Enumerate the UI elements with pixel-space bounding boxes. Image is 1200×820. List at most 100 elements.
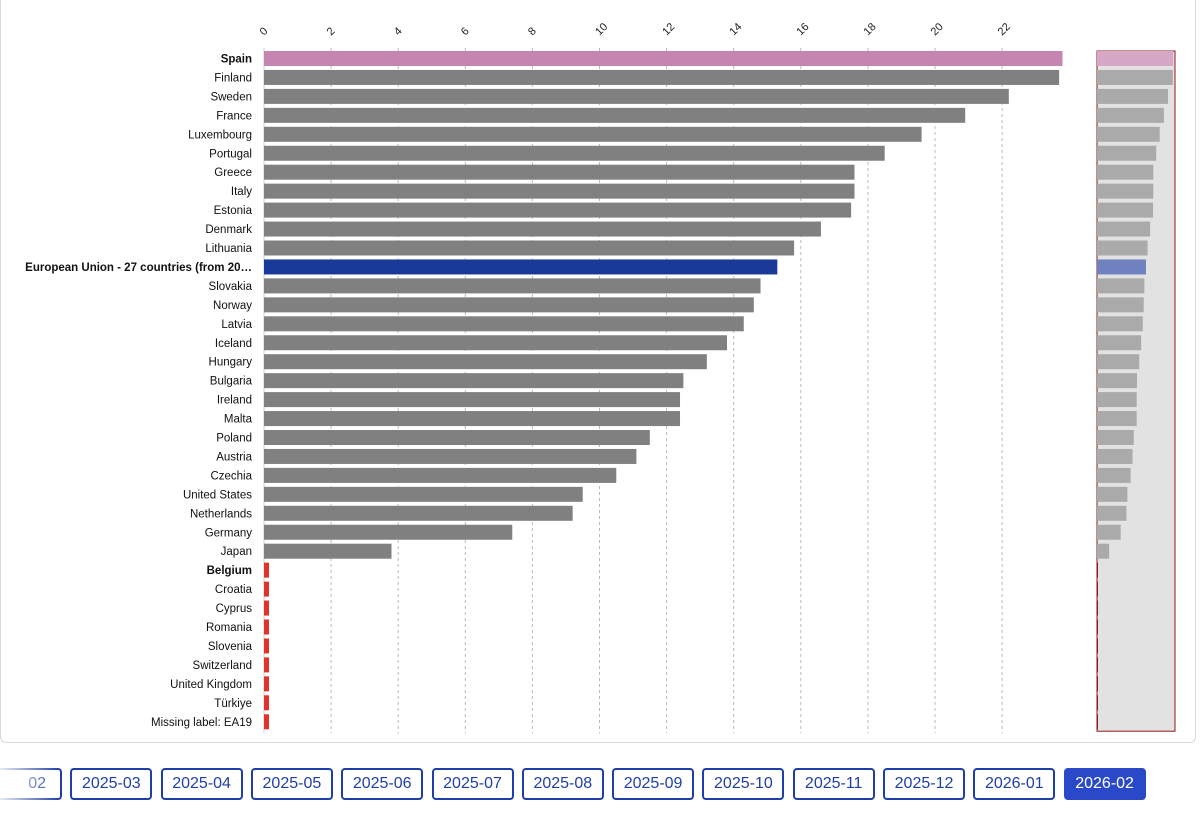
category-label: Malta <box>224 414 253 426</box>
bar[interactable] <box>264 297 754 313</box>
bar[interactable] <box>264 278 761 294</box>
period-button[interactable]: 2026-01 <box>973 768 1056 800</box>
minimap-bar <box>1097 164 1154 180</box>
minimap-bar <box>1097 354 1140 370</box>
bar[interactable] <box>264 430 650 445</box>
x-tick-label: 16 <box>794 21 811 38</box>
period-button[interactable]: 2026-02 <box>1063 768 1146 800</box>
chart-panel: 0 2 4 6 8 10 12 14 16 18 20 22 Spain Finland Sweden Fr… <box>0 0 1196 743</box>
bar[interactable] <box>264 316 744 332</box>
minimap-bar <box>1097 543 1110 559</box>
period-button[interactable]: 2025-09 <box>612 768 695 800</box>
bar[interactable] <box>264 69 1060 85</box>
minimap-bar <box>1097 486 1128 502</box>
bar[interactable] <box>264 354 707 370</box>
minimap-bar <box>1097 638 1098 654</box>
category-label: European Union - 27 countries (from 20… <box>25 262 252 274</box>
x-tick-label: 8 <box>526 25 539 38</box>
bar[interactable] <box>264 335 727 351</box>
bar[interactable] <box>264 392 681 408</box>
missing-value-bar[interactable] <box>264 581 269 597</box>
minimap-bar <box>1097 183 1154 199</box>
category-label: Cyprus <box>216 603 253 615</box>
bar[interactable] <box>264 221 821 237</box>
bar[interactable] <box>264 448 637 464</box>
minimap-bar <box>1097 69 1173 85</box>
bar[interactable] <box>264 524 513 540</box>
period-button[interactable]: 2025-12 <box>883 768 965 800</box>
category-label: Greece <box>214 167 252 179</box>
minimap-bar <box>1097 202 1153 218</box>
period-button[interactable]: 2025-07 <box>431 768 514 800</box>
missing-value-bar[interactable] <box>264 562 269 578</box>
period-button[interactable]: 2025-06 <box>341 768 424 800</box>
bar[interactable] <box>264 164 855 180</box>
bar[interactable] <box>264 202 852 218</box>
minimap-bar <box>1097 392 1137 408</box>
category-label: Czechia <box>210 470 252 482</box>
bar[interactable] <box>264 411 681 427</box>
bar[interactable] <box>264 51 1063 66</box>
category-label: Bulgaria <box>210 376 253 388</box>
category-label: Italy <box>231 186 252 198</box>
bar[interactable] <box>264 107 966 123</box>
bar[interactable] <box>264 486 583 502</box>
x-tick-label: 18 <box>862 21 879 38</box>
category-label: Slovakia <box>209 281 253 293</box>
missing-value-bar[interactable] <box>264 714 269 730</box>
minimap-bar <box>1097 657 1098 673</box>
minimap-bar <box>1097 316 1143 332</box>
minimap[interactable] <box>1096 50 1176 732</box>
period-button[interactable]: 2025-10 <box>702 768 785 800</box>
category-label: Ireland <box>217 395 252 407</box>
minimap-bar <box>1097 411 1137 427</box>
minimap-bar <box>1097 524 1121 540</box>
minimap-bar <box>1097 581 1098 597</box>
grid-layer <box>263 48 1003 734</box>
category-label: Switzerland <box>193 660 252 672</box>
bar[interactable] <box>264 88 1009 104</box>
minimap-bar <box>1097 373 1137 389</box>
category-label: Netherlands <box>190 508 252 520</box>
missing-value-bar[interactable] <box>264 657 269 673</box>
period-button[interactable]: 2025-08 <box>521 768 604 800</box>
period-button[interactable]: 2025-05 <box>250 768 333 800</box>
bar[interactable] <box>264 467 617 483</box>
minimap-bar <box>1097 107 1164 123</box>
bars <box>264 51 1063 730</box>
category-label: Denmark <box>205 224 252 236</box>
bar[interactable] <box>264 183 855 199</box>
period-button[interactable]: 2025-04 <box>160 768 243 800</box>
bar[interactable] <box>264 543 392 559</box>
x-tick-label: 10 <box>593 21 610 38</box>
category-label: France <box>216 110 252 122</box>
minimap-bar <box>1097 335 1142 351</box>
minimap-viewport[interactable] <box>1096 50 1176 732</box>
minimap-bar <box>1097 467 1131 483</box>
missing-value-bar[interactable] <box>264 676 269 692</box>
category-label: Romania <box>206 622 253 634</box>
x-tick-label: 4 <box>392 25 405 38</box>
bar[interactable] <box>264 145 885 161</box>
minimap-bar <box>1097 88 1169 104</box>
bar[interactable] <box>264 505 573 521</box>
period-button[interactable]: 2025-11 <box>792 768 875 800</box>
missing-value-bar[interactable] <box>264 619 269 635</box>
missing-value-bar[interactable] <box>264 600 269 616</box>
bar[interactable] <box>264 373 684 389</box>
missing-value-bar[interactable] <box>264 638 269 654</box>
category-label: Spain <box>221 54 252 66</box>
category-label: Portugal <box>209 148 252 160</box>
category-label: Sweden <box>210 91 252 103</box>
x-tick-label: 12 <box>660 21 677 38</box>
period-button[interactable]: 02 <box>0 768 62 800</box>
category-label: Poland <box>216 433 252 445</box>
minimap-bar <box>1097 448 1133 464</box>
time-period-selector[interactable]: 02 2025-03 2025-04 2025-05 2025-06 2025-07 202… <box>0 768 1200 804</box>
category-label: Luxembourg <box>188 129 252 141</box>
bar[interactable] <box>264 259 778 275</box>
bar[interactable] <box>264 240 795 256</box>
missing-value-bar[interactable] <box>264 695 269 711</box>
period-button[interactable]: 2025-03 <box>70 768 153 800</box>
bar[interactable] <box>264 126 922 142</box>
